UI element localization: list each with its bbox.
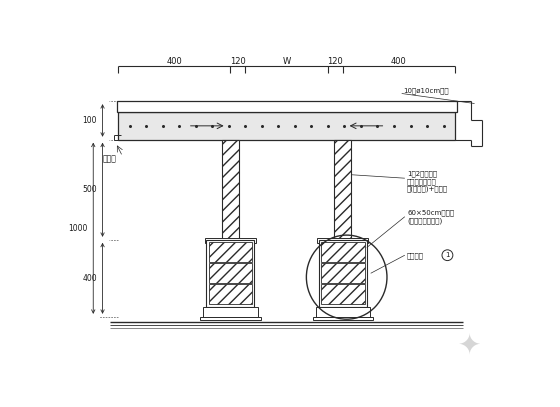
Bar: [209, 263, 252, 283]
Text: 1: 1: [445, 252, 450, 258]
Text: 100: 100: [83, 116, 97, 125]
Bar: [203, 307, 258, 317]
Text: 1000: 1000: [68, 224, 88, 233]
Text: 滴水线: 滴水线: [102, 154, 116, 164]
Bar: [312, 317, 373, 320]
Bar: [207, 240, 254, 307]
Text: 400: 400: [391, 57, 407, 66]
Bar: [116, 101, 457, 112]
Text: 届任施工砂水泥: 届任施工砂水泥: [407, 178, 437, 185]
Text: 120: 120: [230, 57, 246, 66]
Text: 10个ø10cm角钢: 10个ø10cm角钢: [403, 88, 449, 94]
Bar: [317, 238, 368, 243]
Bar: [316, 307, 370, 317]
Bar: [118, 112, 455, 140]
Bar: [321, 284, 365, 304]
Text: W: W: [282, 57, 291, 66]
Text: 120: 120: [328, 57, 343, 66]
Bar: [200, 317, 260, 320]
Text: (附不锈钓防虹网): (附不锈钓防虹网): [407, 217, 442, 224]
Text: 400: 400: [82, 274, 97, 283]
Text: 400: 400: [166, 57, 182, 66]
Bar: [334, 140, 351, 240]
Text: ✦: ✦: [458, 331, 480, 359]
Bar: [319, 240, 367, 307]
Text: 1：2防水粉光: 1：2防水粉光: [407, 170, 437, 177]
Bar: [205, 238, 256, 243]
Text: 另详拼缝: 另详拼缝: [407, 252, 424, 258]
Bar: [222, 140, 239, 240]
Bar: [209, 284, 252, 304]
Text: 60×50cm铝目单: 60×50cm铝目单: [407, 210, 454, 216]
Bar: [321, 242, 365, 262]
Bar: [209, 242, 252, 262]
Text: 漆(色另定)+防雷型: 漆(色另定)+防雷型: [407, 186, 448, 192]
Text: 500: 500: [82, 185, 97, 194]
Bar: [321, 263, 365, 283]
